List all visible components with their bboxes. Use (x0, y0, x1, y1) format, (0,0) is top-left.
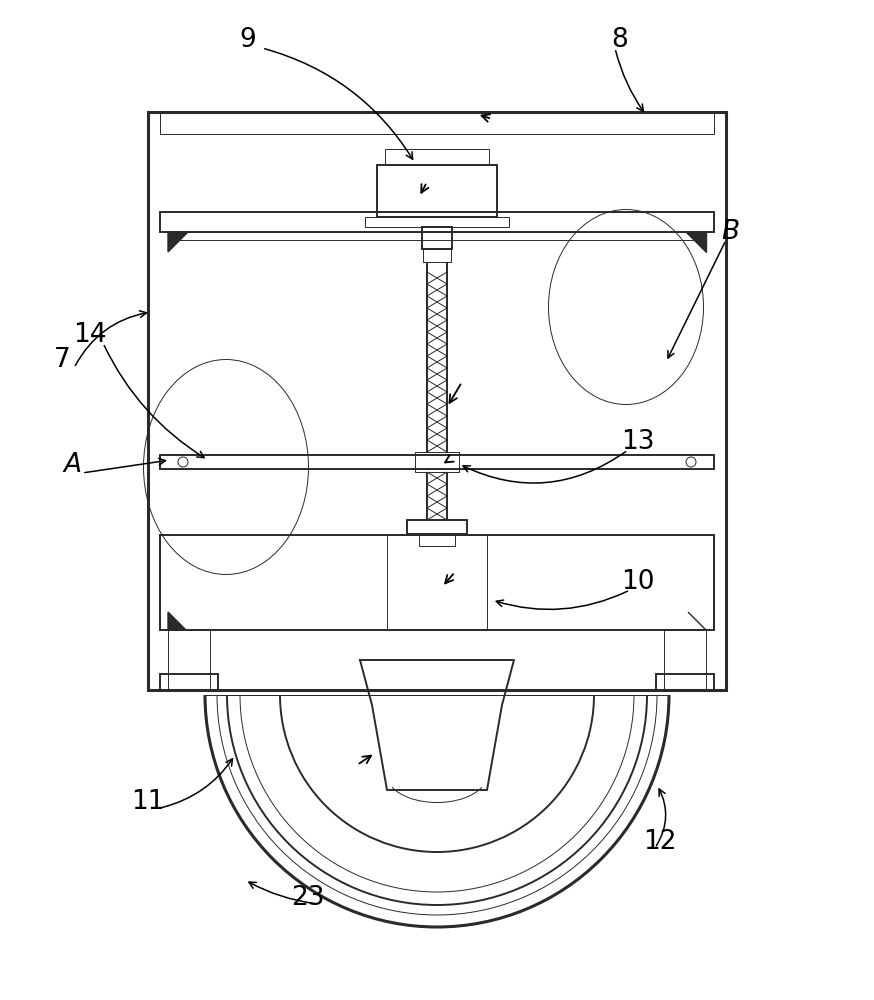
Bar (656, 674, 714, 690)
Text: 7: 7 (53, 347, 71, 373)
Polygon shape (688, 612, 706, 630)
Bar (415, 452, 459, 472)
Bar (168, 232, 706, 240)
Text: 14: 14 (73, 322, 107, 348)
Polygon shape (168, 612, 186, 630)
Text: A: A (63, 452, 81, 478)
Polygon shape (168, 232, 188, 252)
Bar (385, 149, 489, 165)
Bar (160, 535, 714, 630)
Bar (377, 165, 497, 217)
Text: 9: 9 (239, 27, 256, 53)
Bar (419, 534, 455, 546)
Text: 10: 10 (621, 569, 655, 595)
Bar (407, 520, 467, 534)
Bar (160, 112, 714, 134)
Bar (168, 630, 210, 690)
Bar (365, 217, 509, 227)
Text: 23: 23 (291, 885, 325, 911)
Text: 13: 13 (621, 429, 655, 455)
Bar (160, 674, 218, 690)
Bar (160, 455, 714, 469)
Text: 11: 11 (131, 789, 165, 815)
Text: 12: 12 (643, 829, 676, 855)
Text: B: B (721, 219, 739, 245)
Text: 8: 8 (612, 27, 628, 53)
Bar (422, 227, 452, 249)
Bar (664, 630, 706, 690)
Bar (160, 212, 714, 232)
Bar (148, 112, 726, 690)
Bar (423, 249, 451, 262)
Polygon shape (686, 232, 706, 252)
Bar (387, 535, 487, 630)
